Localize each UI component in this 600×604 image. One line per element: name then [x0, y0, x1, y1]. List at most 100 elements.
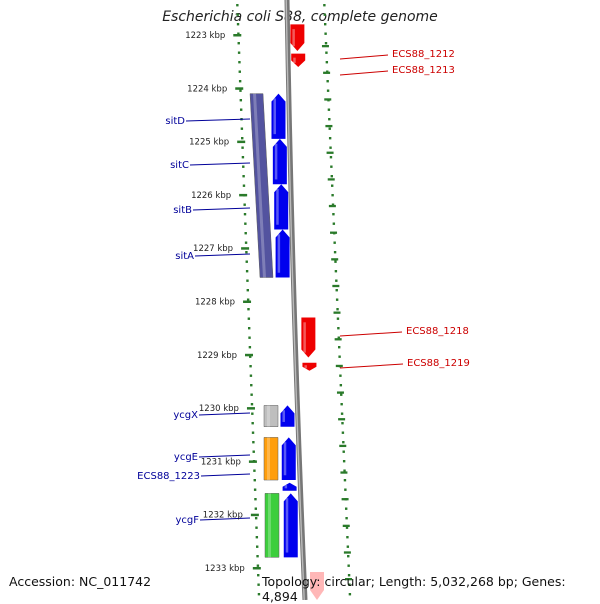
tick-dot [333, 241, 336, 244]
tick-dot [246, 298, 250, 301]
tick-dot [253, 469, 256, 472]
label-ycgF: ycgF [175, 515, 199, 526]
kbp-label: 1224 kbp [187, 84, 227, 94]
tick-dot [346, 545, 350, 548]
gene-labels: ECS88_1212 ECS88_1213 sitD sitC sitB sitA ECS8… [137, 49, 470, 526]
tick-dot [331, 194, 334, 197]
gene-arrow-sitD [271, 93, 286, 139]
ycgE-block-shine [267, 437, 270, 481]
tick-dot [250, 384, 253, 387]
minor-tick [325, 124, 333, 128]
tick-dot [337, 346, 341, 349]
tick-dot [323, 4, 326, 7]
tick-dot [340, 412, 344, 415]
tick-dot [243, 213, 247, 216]
tick-dot [244, 232, 247, 235]
kbp-label: 1230 kbp [199, 404, 239, 414]
tick-dot [344, 488, 347, 491]
major-tick [233, 34, 242, 37]
tick-dot [328, 118, 331, 121]
label-sitD: sitD [165, 116, 185, 127]
tick-dot [238, 80, 242, 83]
minor-tick [324, 98, 332, 101]
tick-dot [238, 61, 241, 64]
tick-dot [336, 317, 340, 320]
tick-dot [338, 355, 341, 358]
leader-sitC [189, 162, 251, 166]
kbp-label: 1229 kbp [197, 351, 237, 361]
leader-ycgX [198, 412, 251, 416]
tick-dot [254, 517, 258, 520]
tick-track-left [233, 4, 261, 596]
sit-operon-block-shine [253, 93, 266, 278]
tick-dot [257, 574, 260, 577]
tick-dot [347, 574, 351, 577]
tick-dot [256, 564, 260, 567]
tick-dot [344, 507, 348, 510]
tick-dot [326, 80, 329, 83]
gene-shine-ECS88_1223 [284, 485, 288, 489]
major-tick [245, 353, 254, 357]
label-ECS88_1223: ECS88_1223 [137, 471, 200, 482]
leader-ycgE [198, 454, 251, 458]
tick-dot [336, 308, 339, 311]
kbp-label: 1232 kbp [203, 511, 243, 521]
tick-dot [256, 555, 259, 558]
tick-dot [239, 89, 242, 92]
minor-tick [339, 444, 347, 448]
genome-backbone [284, 0, 308, 600]
tick-dot [241, 137, 244, 140]
tick-dot [241, 156, 245, 159]
tick-dot [339, 384, 343, 387]
gene-arrow-ECS88_1218 [301, 317, 316, 358]
tick-dot [335, 298, 339, 301]
tick-dot [251, 431, 255, 434]
tick-dot [250, 403, 254, 406]
ycgX-block-shine [267, 405, 270, 427]
tick-dot [332, 222, 336, 225]
tick-dot [249, 355, 252, 358]
tick-dot [342, 450, 345, 453]
tick-dot [330, 165, 333, 168]
minor-tick [327, 178, 335, 181]
major-tick [241, 247, 250, 250]
tick-dot [339, 374, 342, 377]
tick-dot [249, 374, 253, 377]
minor-tick [342, 524, 350, 527]
major-tick [246, 407, 255, 410]
tick-dot [244, 241, 248, 244]
tick-dot [241, 146, 244, 149]
gene-shine-ycgX [282, 410, 285, 422]
leader-ECS88_1219 [339, 363, 404, 369]
tick-dot [253, 488, 257, 491]
tick-dot [334, 270, 338, 273]
tick-dot [346, 536, 349, 539]
tick-dot [326, 89, 330, 92]
minor-tick [321, 45, 329, 48]
leader-ycgF [199, 517, 251, 521]
gene-shine-sitA [277, 234, 281, 273]
ycgF-block [264, 493, 280, 558]
minor-tick [335, 364, 343, 368]
minor-tick [338, 418, 346, 421]
tick-dot [251, 412, 254, 415]
label-ycgX: ycgX [173, 410, 198, 421]
page-title: Escherichia coli S88, complete genome [162, 9, 438, 25]
tick-dot [335, 279, 338, 282]
tick-dot [254, 507, 258, 510]
tick-dot [330, 184, 334, 187]
gene-arrow-faded [310, 572, 324, 600]
minor-tick [343, 551, 351, 554]
tick-dot [245, 270, 249, 273]
tick-dot [343, 479, 347, 482]
tick-dot [335, 289, 338, 292]
leader-ECS88_1212 [339, 54, 389, 60]
tick-dot [341, 431, 345, 434]
minor-tick [345, 578, 353, 581]
gene-arrows [271, 24, 324, 600]
tick-track-right [321, 4, 353, 596]
tick-dot [247, 308, 250, 311]
gene-shine-ycgE [283, 442, 287, 476]
leader-ECS88_1218 [339, 331, 403, 337]
gene-shine-sitB [276, 189, 279, 225]
